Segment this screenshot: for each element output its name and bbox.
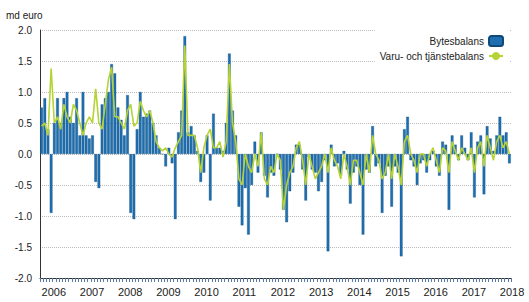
svg-text:2013: 2013 [309, 286, 333, 298]
svg-text:0.0: 0.0 [18, 149, 32, 160]
svg-text:2010: 2010 [194, 286, 218, 298]
svg-text:1.5: 1.5 [18, 56, 32, 67]
svg-text:-0.5: -0.5 [15, 180, 33, 191]
svg-text:2018: 2018 [500, 286, 524, 298]
svg-text:0.5: 0.5 [18, 118, 32, 129]
svg-text:2.0: 2.0 [18, 25, 32, 36]
svg-text:2009: 2009 [156, 286, 180, 298]
svg-text:2015: 2015 [385, 286, 409, 298]
svg-text:-1.5: -1.5 [15, 242, 33, 253]
svg-text:-2.0: -2.0 [15, 273, 33, 284]
svg-text:2006: 2006 [42, 286, 66, 298]
svg-text:2008: 2008 [118, 286, 142, 298]
svg-text:2016: 2016 [423, 286, 447, 298]
svg-text:md euro: md euro [6, 10, 43, 21]
svg-text:2014: 2014 [347, 286, 371, 298]
svg-text:2017: 2017 [462, 286, 486, 298]
svg-text:2007: 2007 [80, 286, 104, 298]
svg-text:-1.0: -1.0 [15, 211, 33, 222]
svg-text:Bytesbalans: Bytesbalans [430, 36, 484, 47]
svg-text:2012: 2012 [271, 286, 295, 298]
svg-text:1.0: 1.0 [18, 87, 32, 98]
svg-text:Varu- och tjänstebalans: Varu- och tjänstebalans [380, 51, 484, 62]
svg-text:2011: 2011 [233, 286, 257, 298]
